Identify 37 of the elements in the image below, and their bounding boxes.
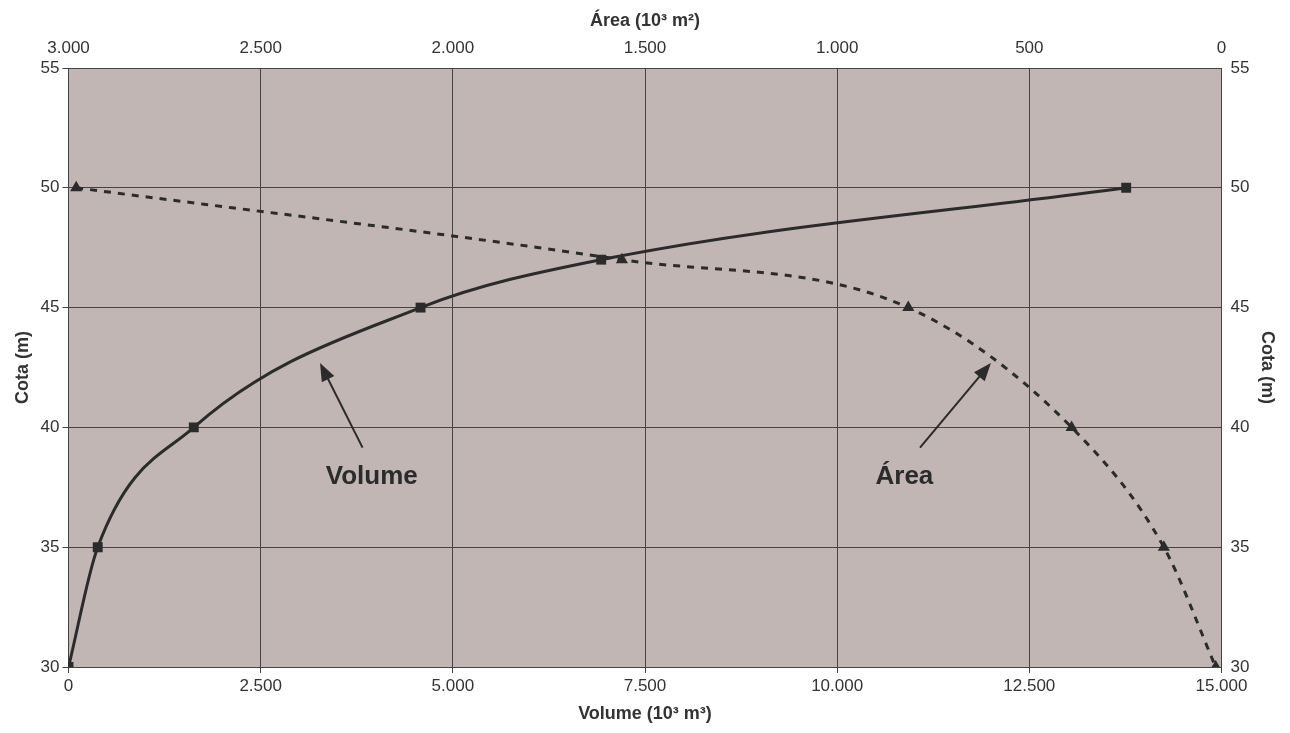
annotation: Área	[875, 459, 934, 491]
x2-tick-label: 2.000	[431, 38, 475, 58]
y2-tick-label: 35	[1230, 536, 1250, 556]
point	[92, 542, 103, 553]
y-axis-title: Cota (m)	[11, 331, 32, 404]
y2-tick-label: 45	[1230, 297, 1250, 317]
y2-tick-label: 50	[1230, 177, 1250, 197]
x-tick-label: 10.000	[811, 675, 864, 695]
x-tick-label: 2.500	[239, 675, 282, 695]
y2-tick-label: 55	[1230, 57, 1250, 77]
y2-axis-title: Cota (m)	[1258, 331, 1279, 404]
y-tick-label: 40	[40, 417, 60, 437]
y-tick-label: 35	[40, 536, 60, 556]
x2-tick-label: 1.000	[815, 38, 859, 58]
y-tick-label: 55	[40, 57, 60, 77]
x-tick-label: 12.500	[1003, 675, 1056, 695]
x2-tick-label: 500	[1015, 38, 1044, 58]
x2-tick-label: 3.000	[47, 38, 90, 58]
x-tick-label: 7.500	[623, 675, 667, 695]
x-tick-label: 0	[63, 675, 74, 695]
x2-tick-label: 1.500	[623, 38, 667, 58]
x2-tick-label: 2.500	[239, 38, 282, 58]
x-tick-label: 15.000	[1195, 675, 1248, 695]
y2-tick-label: 40	[1230, 417, 1250, 437]
annotation: Volume	[325, 459, 418, 491]
point	[1121, 182, 1132, 193]
x-axis-title: Volume (10³ m³)	[578, 703, 712, 724]
y-tick-label: 50	[40, 177, 60, 197]
y-tick-label: 45	[40, 297, 60, 317]
y-tick-label: 30	[40, 656, 60, 676]
y2-tick-label: 30	[1230, 656, 1250, 676]
x-tick-label: 5.000	[431, 675, 475, 695]
point	[596, 254, 607, 265]
point	[188, 422, 199, 433]
point	[415, 302, 426, 313]
x2-tick-label: 0	[1216, 38, 1227, 58]
x2-axis-title: Área (10³ m²)	[589, 8, 701, 30]
